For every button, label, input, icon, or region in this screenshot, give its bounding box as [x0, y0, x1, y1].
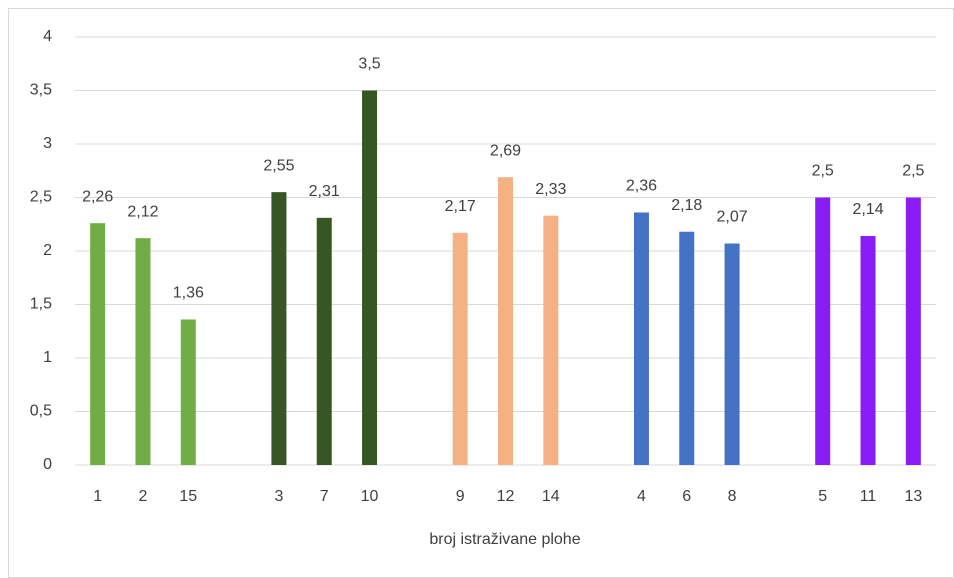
x-tick-label: 4 [637, 488, 646, 505]
x-tick-label: 15 [179, 488, 197, 505]
data-label: 1,36 [173, 285, 204, 302]
bar [815, 197, 831, 465]
x-tick-label: 12 [497, 488, 515, 505]
bar [860, 236, 876, 465]
x-tick-label: 1 [93, 488, 102, 505]
bar [905, 197, 921, 465]
x-tick-label: 13 [904, 488, 922, 505]
bar [633, 212, 649, 465]
data-label: 2,17 [445, 198, 476, 215]
x-tick-label: 6 [682, 488, 691, 505]
x-tick-label: 7 [320, 488, 329, 505]
data-label: 2,26 [82, 188, 113, 205]
x-tick-label: 14 [542, 488, 560, 505]
bar [90, 223, 106, 465]
bar [679, 231, 695, 465]
y-tick-label: 4 [43, 28, 52, 45]
x-tick-label: 3 [274, 488, 283, 505]
bar [316, 217, 332, 465]
x-tick-label: 10 [361, 488, 379, 505]
y-tick-label: 2 [43, 242, 52, 259]
bar [271, 192, 287, 465]
data-label: 2,5 [902, 163, 924, 180]
y-tick-label: 0 [43, 456, 52, 473]
y-tick-label: 3 [43, 135, 52, 152]
data-label: 2,14 [852, 201, 883, 218]
bar [452, 232, 468, 465]
bar [543, 215, 559, 465]
data-label: 3,5 [358, 56, 380, 73]
data-label: 2,5 [812, 163, 834, 180]
y-tick-label: 2,5 [30, 189, 52, 206]
bar [135, 238, 151, 465]
x-tick-label: 8 [728, 488, 737, 505]
data-label: 2,36 [626, 178, 657, 195]
x-tick-label: 5 [818, 488, 827, 505]
y-tick-label: 1 [43, 349, 52, 366]
data-label: 2,33 [535, 181, 566, 198]
data-label: 2,12 [127, 203, 158, 220]
x-tick-label: 2 [139, 488, 148, 505]
data-label: 2,18 [671, 197, 702, 214]
bar [362, 90, 378, 465]
bar [180, 319, 196, 465]
data-label: 2,31 [309, 183, 340, 200]
data-label: 2,55 [263, 157, 294, 174]
data-label: 2,07 [717, 209, 748, 226]
x-tick-label: 9 [456, 488, 465, 505]
y-tick-label: 3,5 [30, 82, 52, 99]
x-axis-title: broj istraživane plohe [429, 531, 580, 548]
bar [498, 177, 513, 466]
x-tick-label: 11 [860, 488, 877, 505]
bar [724, 243, 740, 465]
y-tick-label: 1,5 [30, 296, 52, 313]
y-tick-label: 0,5 [30, 403, 52, 420]
data-label: 2,69 [490, 142, 521, 159]
